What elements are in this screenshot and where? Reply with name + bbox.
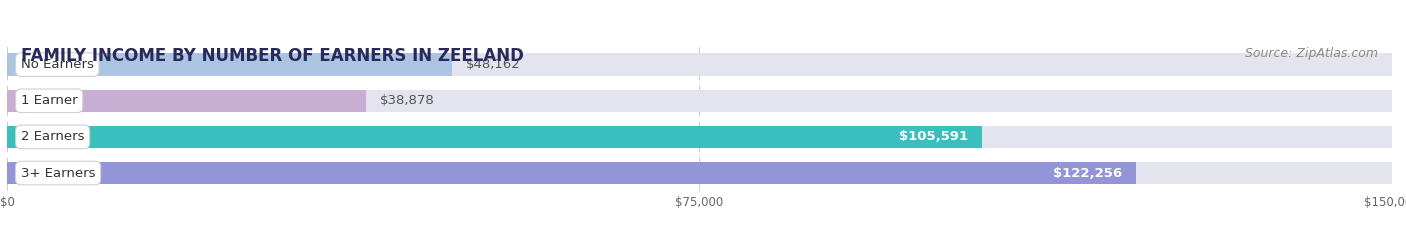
Bar [7,53,1392,76]
Text: $38,878: $38,878 [380,94,434,107]
Text: FAMILY INCOME BY NUMBER OF EARNERS IN ZEELAND: FAMILY INCOME BY NUMBER OF EARNERS IN ZE… [21,47,524,65]
Text: $122,256: $122,256 [1053,167,1122,179]
Bar [7,162,1392,184]
Text: No Earners: No Earners [21,58,94,71]
Bar [7,162,1136,184]
Text: 3+ Earners: 3+ Earners [21,167,96,179]
Bar [7,126,981,148]
Bar [7,53,451,76]
Text: 1 Earner: 1 Earner [21,94,77,107]
Text: $48,162: $48,162 [465,58,520,71]
Text: $105,591: $105,591 [898,130,969,143]
Bar [7,89,1392,112]
Bar [7,89,366,112]
Text: 2 Earners: 2 Earners [21,130,84,143]
Text: Source: ZipAtlas.com: Source: ZipAtlas.com [1246,47,1378,60]
Bar [7,126,1392,148]
